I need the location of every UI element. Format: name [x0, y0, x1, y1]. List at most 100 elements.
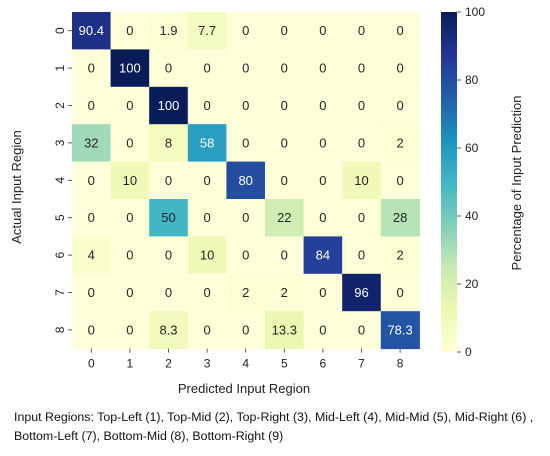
heatmap-cell: [110, 12, 150, 50]
cell-value-label: 1.9: [159, 23, 177, 38]
heatmap-cell: [303, 86, 343, 125]
cell-value-label: 0: [203, 98, 210, 113]
cell-value-label: 78.3: [387, 322, 412, 337]
cell-value-label: 0: [203, 173, 210, 188]
heatmap-cell: [265, 161, 305, 200]
y-tick-label: 5: [53, 214, 67, 221]
heatmap-cell: [110, 199, 150, 237]
cell-value-label: 0: [396, 61, 403, 76]
heatmap-cell: [265, 199, 305, 237]
cell-value-label: 0: [88, 98, 95, 113]
cell-value-label: 0: [126, 210, 133, 225]
cell-value-label: 0: [203, 210, 210, 225]
cell-value-label: 0: [281, 248, 288, 263]
heatmap-cell: [187, 12, 227, 50]
heatmap-cell: [342, 124, 382, 163]
cell-value-label: 0: [126, 322, 133, 337]
cell-value-label: 0: [358, 23, 365, 38]
cell-value-label: 0: [319, 98, 326, 113]
cell-value-label: 0: [242, 210, 249, 225]
heatmap-cell: [72, 311, 112, 350]
x-tick-label: 8: [397, 357, 404, 371]
heatmap-cell: [380, 199, 420, 237]
heatmap-cell: [380, 49, 420, 88]
cell-value-label: 10: [200, 248, 214, 263]
x-tick-label: 6: [320, 357, 327, 371]
heatmap-cell: [149, 12, 189, 50]
heatmap-cell: [149, 86, 189, 125]
confusion-matrix-heatmap: 90.4 0 1.9 7.7 0 0 0 0 00 100 0 0 0 0 0 0 00 0 100 0 0 0 0 0 032…: [9, 5, 524, 396]
colorbar-tick-label: 100: [465, 5, 485, 19]
cell-value-label: 2: [396, 135, 403, 150]
caption: Input Regions: Top-Left (1), Top-Mid (2)…: [14, 410, 534, 443]
cell-value-label: 0: [126, 135, 133, 150]
heatmap-cell: [187, 86, 227, 125]
heatmap-cell: [380, 273, 420, 312]
colorbar-label: Percentage of Input Prediction: [509, 96, 524, 271]
heatmap-cell: [265, 124, 305, 163]
heatmap-cell: [72, 273, 112, 312]
cell-value-label: 0: [319, 285, 326, 300]
x-tick-label: 0: [88, 357, 95, 371]
cell-value-label: 28: [393, 210, 407, 225]
cell-value-label: 0: [203, 285, 210, 300]
heatmap-cell: [303, 161, 343, 200]
heatmap-cell: [149, 49, 189, 88]
cell-value-label: 0: [396, 173, 403, 188]
cell-value-label: 0: [281, 61, 288, 76]
cell-value-label: 2: [281, 285, 288, 300]
heatmap-cell: [226, 199, 266, 237]
y-tick-label: 0: [53, 27, 67, 34]
heatmap-cell: [226, 124, 266, 163]
x-tick-label: 1: [127, 357, 134, 371]
cell-value-label: 0: [358, 98, 365, 113]
cell-value-label: 0: [319, 23, 326, 38]
x-tick-label: 7: [358, 357, 365, 371]
colorbar: 0 20 40 60 80 100: [441, 5, 485, 359]
heatmap-cell: [72, 161, 112, 200]
cell-value-label: 0: [88, 61, 95, 76]
y-tick-label: 8: [53, 326, 67, 333]
cell-value-label: 32: [84, 135, 98, 150]
colorbar-tick-label: 80: [465, 73, 479, 87]
y-tick-label: 2: [53, 102, 67, 109]
cell-value-label: 0: [242, 322, 249, 337]
heatmap-cell: [342, 273, 382, 312]
cell-value-label: 0: [203, 322, 210, 337]
x-tick-label: 4: [242, 357, 249, 371]
cell-value-label: 0: [165, 248, 172, 263]
heatmap-cell: [265, 311, 305, 350]
cell-value-label: 0: [319, 322, 326, 337]
heatmap-cell: [226, 86, 266, 125]
cell-value-label: 0: [358, 135, 365, 150]
cell-value-label: 0: [358, 61, 365, 76]
heatmap-cell: [149, 124, 189, 163]
heatmap-cell: [342, 12, 382, 50]
cell-value-label: 0: [165, 285, 172, 300]
heatmap-cell: [342, 199, 382, 237]
heatmap-cell: [342, 86, 382, 125]
heatmap-cells: 90.4 0 1.9 7.7 0 0 0 0 00 100 0 0 0 0 0 0 00 0 100 0 0 0 0 0 032…: [72, 12, 420, 350]
cell-value-label: 0: [126, 285, 133, 300]
cell-value-label: 0: [88, 173, 95, 188]
heatmap-cell: [265, 273, 305, 312]
heatmap-cell: [380, 311, 420, 350]
heatmap-cell: [265, 86, 305, 125]
heatmap-cell: [226, 12, 266, 50]
cell-value-label: 0: [242, 61, 249, 76]
heatmap-cell: [342, 311, 382, 350]
cell-value-label: 80: [238, 173, 252, 188]
cell-value-label: 8.3: [159, 322, 177, 337]
cell-value-label: 22: [277, 210, 291, 225]
cell-value-label: 0: [88, 322, 95, 337]
heatmap-cell: [380, 161, 420, 200]
x-tick-label: 3: [204, 357, 211, 371]
heatmap-cell: [380, 124, 420, 163]
y-tick-label: 1: [53, 64, 67, 71]
cell-value-label: 0: [126, 248, 133, 263]
heatmap-cell: [265, 12, 305, 50]
cell-value-label: 7.7: [198, 23, 216, 38]
cell-value-label: 0: [396, 23, 403, 38]
cell-value-label: 0: [396, 98, 403, 113]
heatmap-cell: [226, 273, 266, 312]
